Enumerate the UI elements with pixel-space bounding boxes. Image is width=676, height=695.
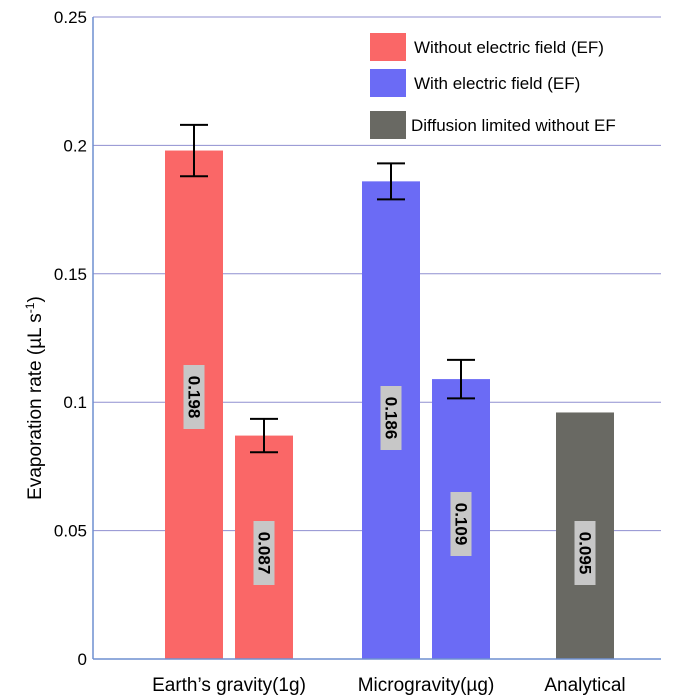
svg-text:0.087: 0.087 — [255, 532, 274, 575]
error-bar — [250, 417, 278, 454]
legend-label: With electric field (EF) — [414, 74, 580, 93]
y-tick-label: 0.15 — [54, 265, 87, 284]
legend-item: Without electric field (EF) — [370, 33, 604, 61]
svg-text:0.109: 0.109 — [452, 503, 471, 546]
y-tick-label: 0.05 — [54, 522, 87, 541]
value-label: 0.186 — [380, 386, 402, 450]
x-category-labels: Earth’s gravity(1g) Microgravity(µg) Analy… — [152, 675, 626, 695]
y-tick-label: 0.25 — [54, 8, 87, 27]
legend-swatch — [370, 69, 406, 97]
x-category-label: Earth’s gravity(1g) — [152, 675, 306, 695]
error-bar — [180, 123, 208, 178]
legend-swatch — [370, 33, 406, 61]
y-tick-label: 0.2 — [63, 136, 87, 155]
legend: Without electric field (EF) With electric… — [370, 33, 616, 139]
x-category-label: Microgravity(µg) — [358, 675, 495, 695]
x-category-label: Analytical — [544, 675, 625, 695]
svg-text:0.095: 0.095 — [576, 532, 595, 575]
value-label: 0.109 — [450, 492, 472, 556]
legend-swatch — [370, 111, 406, 139]
axes — [92, 17, 661, 660]
error-bar — [377, 162, 405, 201]
legend-label: Diffusion limited without EF — [411, 116, 616, 135]
y-tick-label: 0 — [78, 650, 87, 669]
legend-label: Without electric field (EF) — [414, 38, 604, 57]
error-bars — [180, 123, 475, 454]
y-tick-label: 0.1 — [63, 393, 87, 412]
value-label: 0.095 — [574, 521, 596, 585]
error-bar — [447, 358, 475, 400]
y-axis-title: Evaporation rate (µL s-1) — [23, 296, 46, 500]
value-label: 0.198 — [183, 365, 205, 429]
legend-item: Diffusion limited without EF — [370, 111, 616, 139]
svg-text:0.186: 0.186 — [382, 397, 401, 440]
legend-item: With electric field (EF) — [370, 69, 580, 97]
value-labels: 0.198 0.087 0.186 0.109 0.095 — [183, 365, 596, 585]
y-tick-labels: 0 0.05 0.1 0.15 0.2 0.25 — [54, 8, 87, 669]
svg-text:0.198: 0.198 — [185, 376, 204, 419]
value-label: 0.087 — [253, 521, 275, 585]
